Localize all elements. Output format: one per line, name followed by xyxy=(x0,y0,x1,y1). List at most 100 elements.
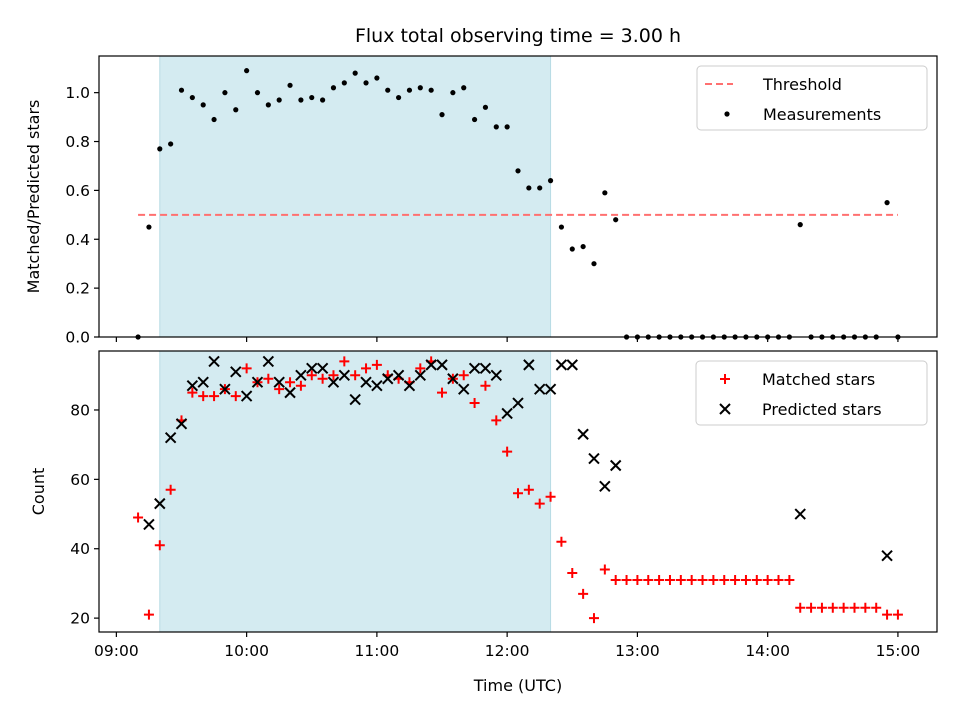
matched-star-point xyxy=(371,359,382,370)
predicted-star-point xyxy=(414,369,427,381)
predicted-star-point xyxy=(555,359,568,371)
matched-star-point xyxy=(860,602,871,613)
predicted-star-point xyxy=(599,480,611,493)
matched-star-point xyxy=(133,512,144,523)
matched-star-point xyxy=(198,391,209,402)
predicted-star-point xyxy=(219,383,231,395)
figure-title: Flux total observing time = 3.00 h xyxy=(355,25,681,47)
matched-star-point xyxy=(697,574,708,585)
matched-star-point xyxy=(664,574,675,585)
predicted-star-point xyxy=(458,383,470,395)
y-tick-label: 20 xyxy=(70,610,90,628)
matched-star-point xyxy=(523,484,534,495)
predicted-star-point xyxy=(425,359,437,371)
y-tick-label: 0.4 xyxy=(65,231,90,249)
measurement-point xyxy=(450,90,456,96)
predicted-star-point xyxy=(154,497,166,510)
predicted-star-point xyxy=(436,359,448,371)
legend-box xyxy=(695,360,928,426)
matched-star-point xyxy=(708,574,719,585)
matched-star-point xyxy=(350,370,361,381)
matched-star-point xyxy=(209,391,220,402)
measurement-point xyxy=(471,116,478,123)
matched-star-point xyxy=(165,484,176,495)
y-tick-label: 1.0 xyxy=(65,84,90,102)
predicted-star-point xyxy=(588,452,600,465)
matched-star-point xyxy=(458,370,469,381)
predicted-star-point xyxy=(306,362,318,375)
predicted-star-point xyxy=(273,376,285,388)
matched-star-point xyxy=(871,602,882,613)
measurement-point xyxy=(613,217,619,223)
matched-star-point xyxy=(306,370,317,381)
matched-star-point xyxy=(654,574,665,585)
matched-star-point xyxy=(339,356,350,367)
matched-star-point xyxy=(361,363,372,374)
matched-star-point xyxy=(187,387,198,398)
legend: Matched stars Predicted stars xyxy=(695,360,928,426)
matched-star-point xyxy=(686,574,697,585)
measurement-point xyxy=(276,97,282,103)
matched-star-point xyxy=(469,398,480,409)
predicted-star-point xyxy=(175,418,188,430)
matched-star-point xyxy=(849,602,860,613)
matched-star-point xyxy=(719,574,730,585)
matched-star-point xyxy=(827,602,838,613)
predicted-star-point xyxy=(566,359,578,371)
predicted-star-point xyxy=(577,428,589,440)
x-tick-label: 15:00 xyxy=(876,642,921,660)
predicted-star-point xyxy=(447,373,459,385)
matched-star-point xyxy=(621,574,632,585)
predicted-star-point xyxy=(240,390,253,402)
predicted-star-point xyxy=(316,362,329,375)
measurement-point xyxy=(178,87,185,93)
observing-interval-shade xyxy=(159,55,552,338)
measurement-point xyxy=(439,112,445,118)
matched-star-point xyxy=(567,568,578,579)
matched-star-point xyxy=(610,574,621,585)
measurement-point xyxy=(352,70,358,76)
predicted-star-point xyxy=(349,393,361,406)
x-tick-label: 11:00 xyxy=(355,642,400,660)
predicted-star-point xyxy=(327,376,340,388)
matched-star-point xyxy=(740,574,751,585)
x-tick-label: 09:00 xyxy=(94,642,139,660)
y-axis-label: Matched/Predicted stars xyxy=(24,100,43,294)
legend-matched-swatch xyxy=(720,374,730,384)
series-measurements xyxy=(135,68,901,340)
matched-star-point xyxy=(263,373,274,384)
predicted-star-point xyxy=(501,407,513,420)
predicted-star-point xyxy=(403,379,416,392)
matched-star-point xyxy=(491,415,502,426)
y-tick-label: 40 xyxy=(70,540,90,558)
measurement-point xyxy=(309,94,315,101)
matched-star-point xyxy=(643,574,654,585)
measurement-point xyxy=(233,107,239,113)
predicted-star-point xyxy=(208,355,220,368)
measurement-point xyxy=(547,178,554,184)
legend-label: Predicted stars xyxy=(762,400,882,419)
matched-star-point xyxy=(730,574,741,585)
measurement-point xyxy=(265,102,271,108)
predicted-star-point xyxy=(186,379,199,392)
legend: Threshold Measurements xyxy=(696,65,928,131)
matched-star-point xyxy=(795,602,806,613)
predicted-star-point xyxy=(468,362,481,375)
measurement-point xyxy=(537,185,543,191)
matched-star-point xyxy=(295,380,306,391)
legend-label: Matched stars xyxy=(762,370,875,389)
matched-star-point xyxy=(882,609,893,620)
y-axis-label: Count xyxy=(29,468,48,516)
matched-star-point xyxy=(838,602,849,613)
matched-star-point xyxy=(513,488,523,499)
y-tick-label: 60 xyxy=(70,471,90,489)
legend-label: Threshold xyxy=(762,75,842,94)
measurement-point xyxy=(428,87,434,93)
y-tick-label: 0.2 xyxy=(65,280,90,298)
x-tick-label: 12:00 xyxy=(485,642,530,660)
matched-star-point xyxy=(285,377,296,388)
measurement-point xyxy=(504,124,510,130)
matched-star-point xyxy=(588,613,599,624)
measurement-point xyxy=(558,224,565,230)
